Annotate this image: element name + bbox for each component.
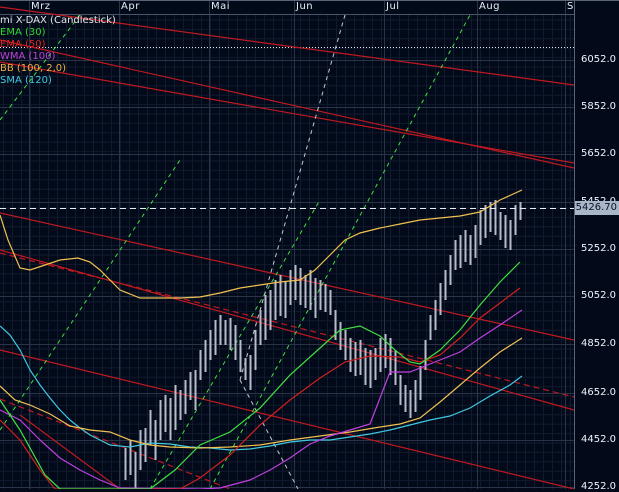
fan-line (0, 159, 181, 431)
trendlines (0, 6, 575, 489)
y-axis-label: 5252.0 (581, 243, 616, 254)
trendline (0, 349, 575, 489)
indicator-bb_lower (0, 337, 523, 449)
month-label: Apr (121, 1, 140, 12)
month-label: Jul (386, 1, 400, 12)
month-label: Mai (211, 1, 231, 12)
indicator-wma100 (0, 309, 523, 489)
y-axis-label: 6052.0 (581, 54, 616, 65)
y-axis-panel (574, 15, 619, 489)
legend-item-wma100[interactable]: WMA (100) (0, 51, 56, 62)
fan-lines (0, 14, 471, 489)
month-label: Jun (296, 1, 314, 12)
last-price-tag: 5426.70 (575, 201, 619, 215)
indicator-lines (0, 189, 523, 489)
y-axis-label: 4452.0 (581, 434, 616, 445)
trendline (19, 414, 121, 489)
y-axis-label: 4252.0 (581, 481, 616, 492)
chart-legend: mi X-DAX (Candlestick) EMA (30) EMA (50)… (0, 15, 116, 87)
legend-item-bb[interactable]: BB (100, 2,0) (0, 63, 67, 74)
indicator-bb_upper (0, 189, 523, 299)
candlesticks (124, 200, 522, 489)
y-axis-label: 4652.0 (581, 387, 616, 398)
indicator-ema30 (0, 261, 521, 489)
legend-item-instrument[interactable]: mi X-DAX (Candlestick) (0, 15, 116, 26)
dashed-trendline (0, 398, 231, 489)
y-axis-label: 5052.0 (581, 290, 616, 301)
indicator-ema50 (0, 287, 521, 489)
y-axis-label: 5652.0 (581, 148, 616, 159)
legend-item-sma120[interactable]: SMA (120) (0, 75, 52, 86)
y-axis-label: 5852.0 (581, 101, 616, 112)
month-label: Mrz (31, 1, 51, 12)
dashed-trendline (0, 252, 575, 398)
fan-line (209, 14, 471, 489)
legend-item-ema50[interactable]: EMA (50) (0, 39, 46, 50)
legend-item-ema30[interactable]: EMA (30) (0, 27, 46, 38)
month-label: S (567, 1, 574, 12)
month-label: Aug (479, 1, 501, 12)
y-axis-label: 4852.0 (581, 338, 616, 349)
trendline (0, 249, 575, 411)
trendline (0, 61, 575, 164)
fan-line (0, 14, 81, 121)
trendline (0, 6, 575, 86)
